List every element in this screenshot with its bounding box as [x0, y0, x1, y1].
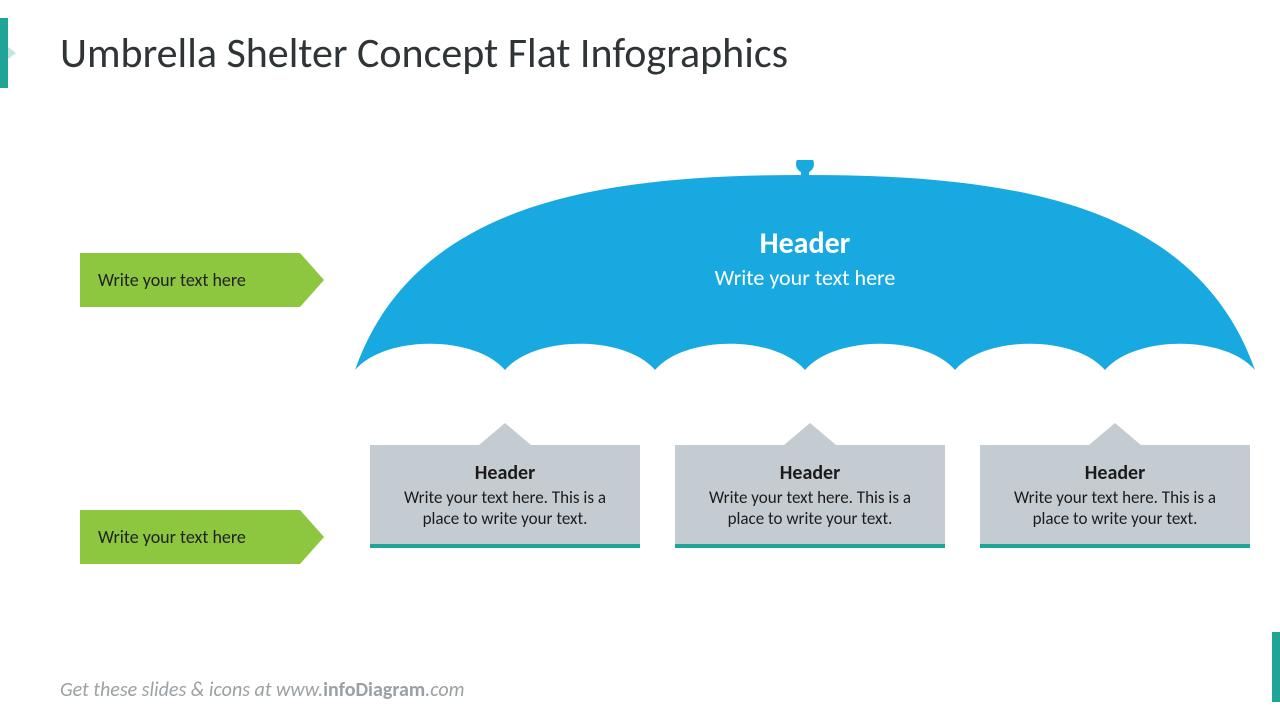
accent-right-bar	[1272, 632, 1280, 702]
info-box-3-header: Header	[998, 461, 1232, 485]
info-box-1: Header Write your text here. This is a p…	[370, 445, 640, 548]
info-box-3: Header Write your text here. This is a p…	[980, 445, 1250, 548]
info-boxes: Header Write your text here. This is a p…	[370, 445, 1250, 548]
info-box-3-body: Write your text here. This is a place to…	[998, 487, 1232, 530]
info-box-1-body: Write your text here. This is a place to…	[388, 487, 622, 530]
umbrella-tip-knob	[796, 160, 814, 173]
page-title: Umbrella Shelter Concept Flat Infographi…	[60, 28, 788, 79]
info-box-1-header: Header	[388, 461, 622, 485]
footer-prefix: Get these slides & icons at www.	[60, 678, 323, 702]
accent-left-bar	[0, 18, 8, 88]
umbrella-caption: Header Write your text here	[355, 225, 1255, 291]
footer-credit: Get these slides & icons at www.infoDiag…	[60, 678, 464, 702]
umbrella-graphic: Header Write your text here	[355, 160, 1255, 405]
footer-suffix: .com	[425, 678, 464, 702]
arrow-label-1-text: Write your text here	[98, 269, 246, 291]
arrow-label-2: Write your text here	[80, 510, 300, 564]
info-box-2-body: Write your text here. This is a place to…	[693, 487, 927, 530]
umbrella-subheader: Write your text here	[355, 264, 1255, 291]
arrow-label-1: Write your text here	[80, 253, 300, 307]
info-box-2: Header Write your text here. This is a p…	[675, 445, 945, 548]
footer-brand: infoDiagram	[323, 678, 425, 702]
arrow-label-2-text: Write your text here	[98, 526, 246, 548]
umbrella-header: Header	[355, 225, 1255, 262]
info-box-2-header: Header	[693, 461, 927, 485]
